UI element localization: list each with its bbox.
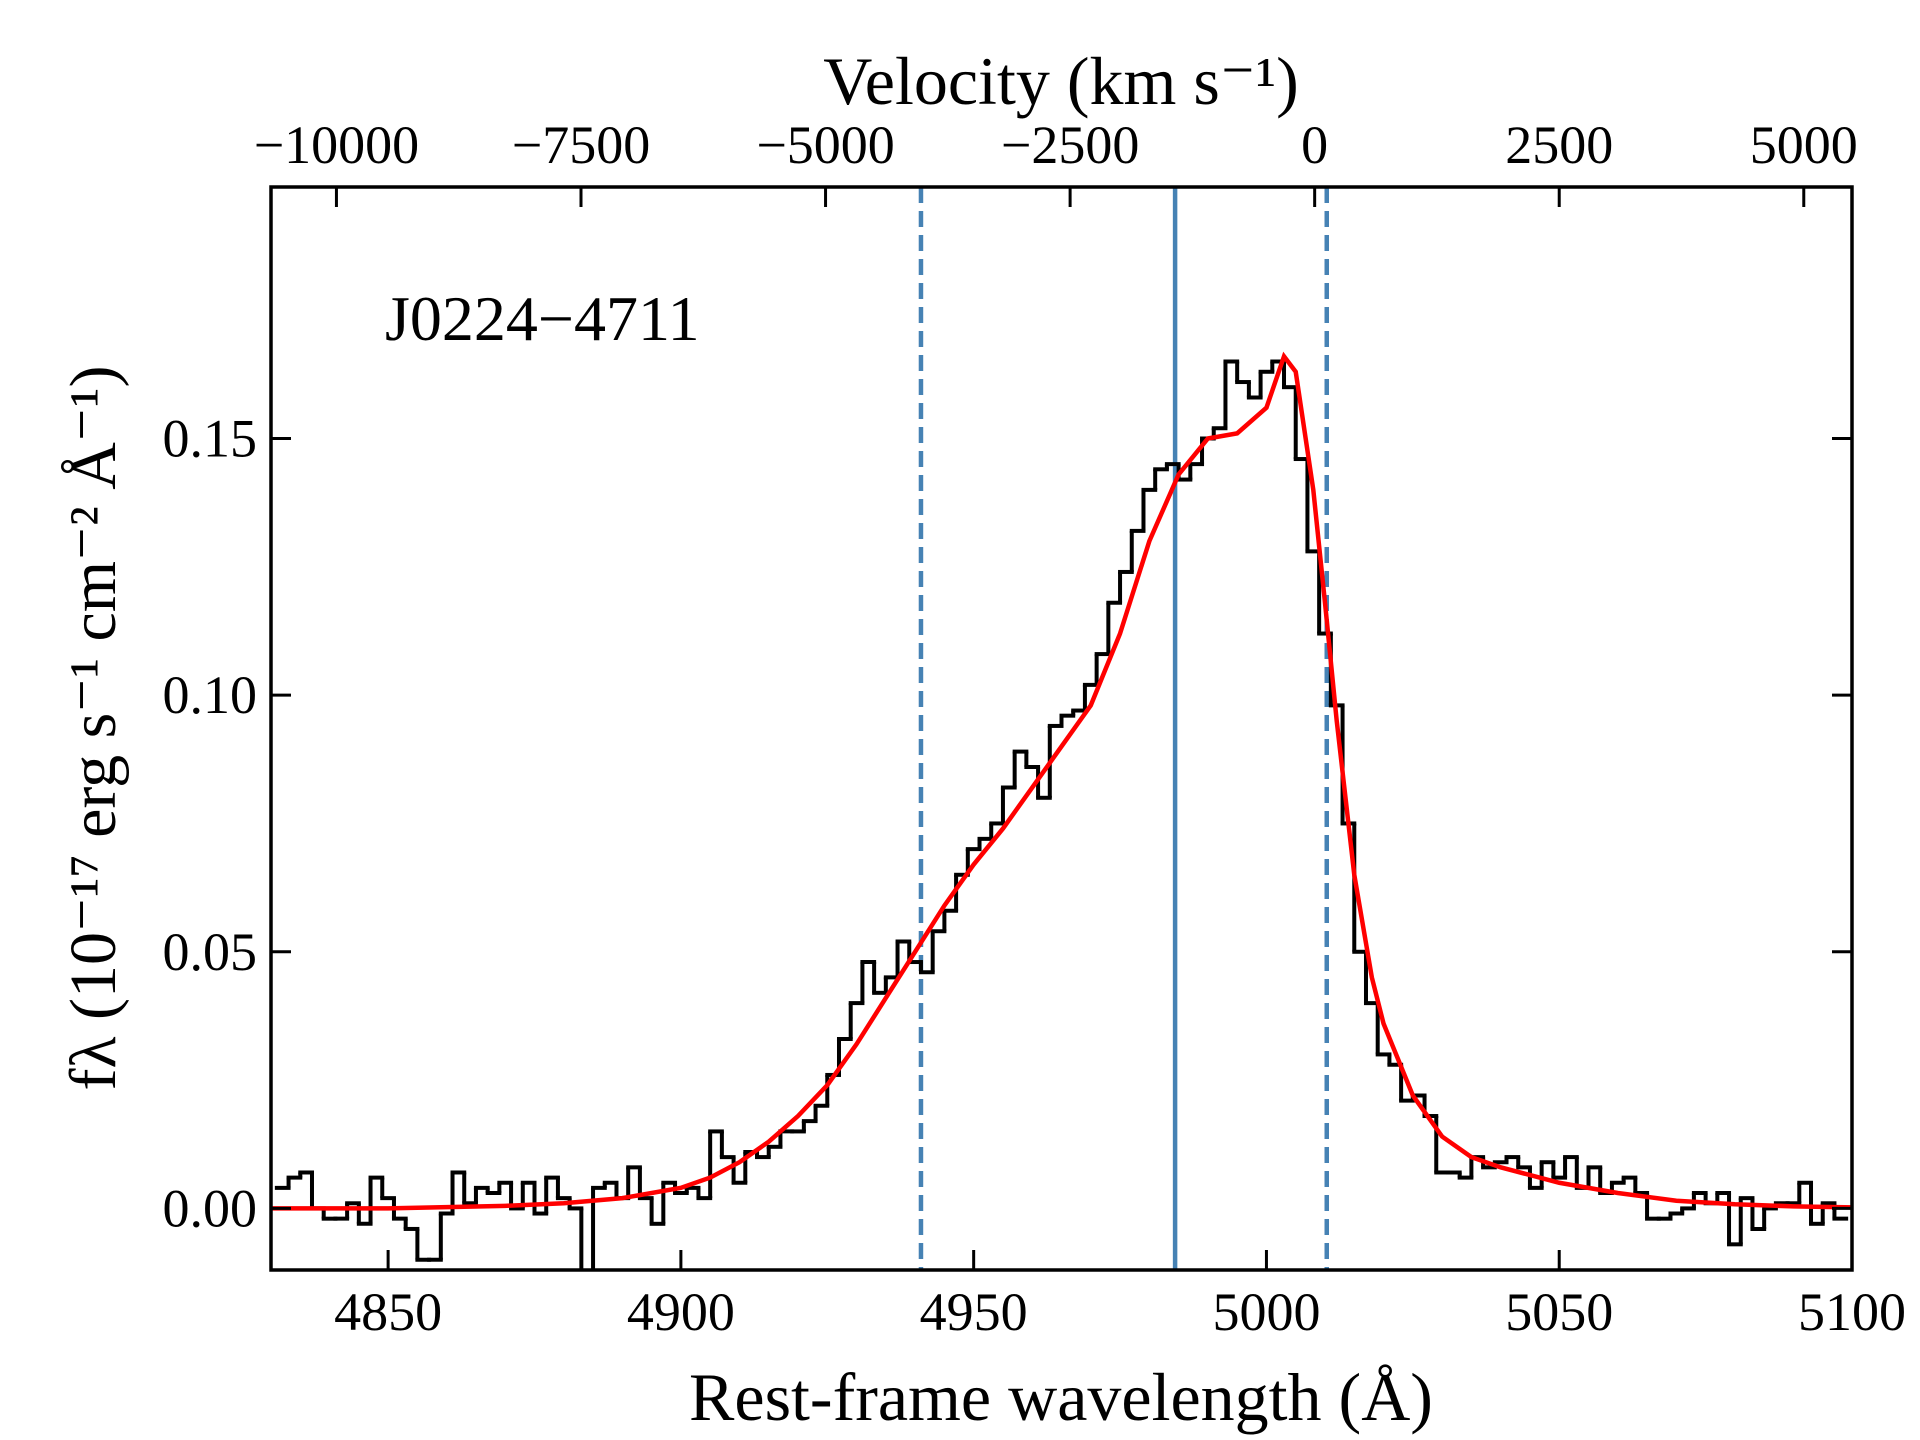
x-tick-label: 5000 [1212, 1282, 1320, 1342]
y-tick-label: 0.05 [163, 922, 258, 982]
y-tick-label: 0.10 [163, 665, 258, 725]
x2-tick-label: −2500 [1001, 115, 1139, 175]
step-risers [286, 361, 1837, 1270]
x2-tick-label: −10000 [254, 115, 419, 175]
x-tick-label: 5100 [1798, 1282, 1906, 1342]
y-tick-label: 0.00 [163, 1178, 258, 1238]
x-tick-label: 5050 [1505, 1282, 1613, 1342]
x-tick-label: 4850 [334, 1282, 442, 1342]
x2-tick-label: 5000 [1750, 115, 1858, 175]
model-line [271, 351, 1852, 1211]
y-axis-label: fλ (10⁻¹⁷ erg s⁻¹ cm⁻² Å⁻¹) [57, 365, 130, 1090]
x2-tick-label: 0 [1301, 115, 1328, 175]
plot-area [271, 187, 1852, 1270]
axes-frame [269, 185, 1854, 1272]
x2-tick-label: −7500 [512, 115, 650, 175]
x-tick-label: 4950 [920, 1282, 1028, 1342]
x2-tick-label: 2500 [1505, 115, 1613, 175]
x2-tick-label: −5000 [756, 115, 894, 175]
y-tick-label: 0.15 [163, 409, 258, 469]
x-tick-label: 4900 [627, 1282, 735, 1342]
annotation: J0224−4711 [385, 283, 700, 354]
x2-axis-label: Velocity (km s⁻¹) [823, 43, 1299, 119]
x-axis-label: Rest-frame wavelength (Å) [689, 1359, 1433, 1435]
